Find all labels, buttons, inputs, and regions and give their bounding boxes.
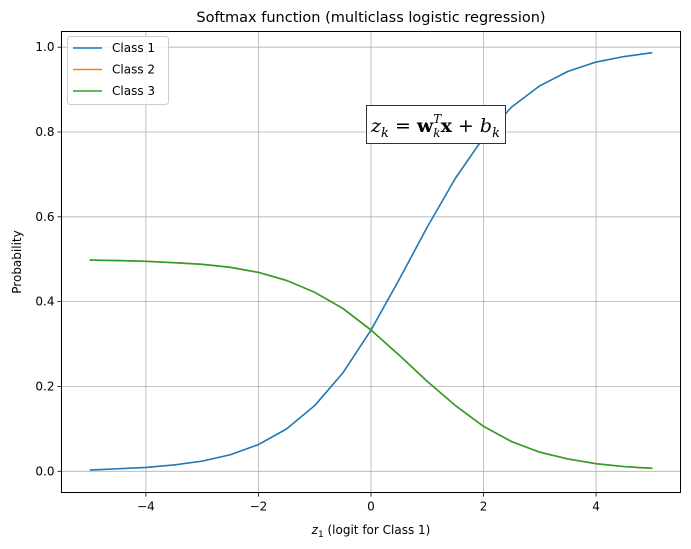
y-tick-label: 0.0 <box>35 464 54 478</box>
y-tick-label: 1.0 <box>35 40 54 54</box>
eq-equals: = <box>389 115 417 137</box>
eq-z-sub: k <box>381 126 389 141</box>
equation-box <box>366 105 506 144</box>
y-tick-label: 0.2 <box>35 379 54 393</box>
y-axis-label: Probability <box>10 230 24 293</box>
x-axis-label-var: z <box>311 523 319 537</box>
series-line-class-3 <box>89 259 653 470</box>
x-tick-label: 0 <box>367 500 375 514</box>
x-tick-label: 4 <box>592 500 600 514</box>
y-tick-label: 0.6 <box>35 210 54 224</box>
x-axis-label-rest: (logit for Class 1) <box>324 523 431 537</box>
eq-plus: + <box>452 115 480 137</box>
x-tick-label: 2 <box>480 500 488 514</box>
legend-label-class-3: Class 3 <box>112 84 155 98</box>
legend-label-class-1: Class 1 <box>112 41 155 55</box>
eq-w: w <box>416 115 434 137</box>
legend-items: Class 1 Class 2 Class 3 <box>73 41 155 98</box>
series-lines <box>89 51 653 471</box>
y-tick-label: 0.8 <box>35 125 54 139</box>
legend: Class 1 Class 2 Class 3 <box>67 36 169 105</box>
equation-annotation: zk = wT kx + bk <box>366 105 506 144</box>
x-axis-label-sub: 1 <box>318 530 324 540</box>
legend-label-class-2: Class 2 <box>112 63 155 77</box>
x-tick-label: −4 <box>137 500 155 514</box>
eq-b-sub: k <box>492 126 500 141</box>
y-tick-label: 0.4 <box>35 295 54 309</box>
x-tick-label: −2 <box>250 500 268 514</box>
legend-box <box>67 36 169 105</box>
eq-z: z <box>370 115 382 137</box>
chart-title: Softmax function (multiclass logistic re… <box>196 10 545 26</box>
eq-b: b <box>480 115 492 137</box>
ticks: −4 −2 0 2 4 0.0 0.2 0.4 0.6 0.8 1.0 <box>35 40 600 513</box>
equation-text: zk = wT kx + bk <box>370 112 500 141</box>
eq-w-sub: k <box>433 126 440 140</box>
eq-w-sup: T <box>433 112 442 126</box>
eq-x: x <box>441 115 453 137</box>
x-axis-label: z1 (logit for Class 1) <box>311 523 431 540</box>
